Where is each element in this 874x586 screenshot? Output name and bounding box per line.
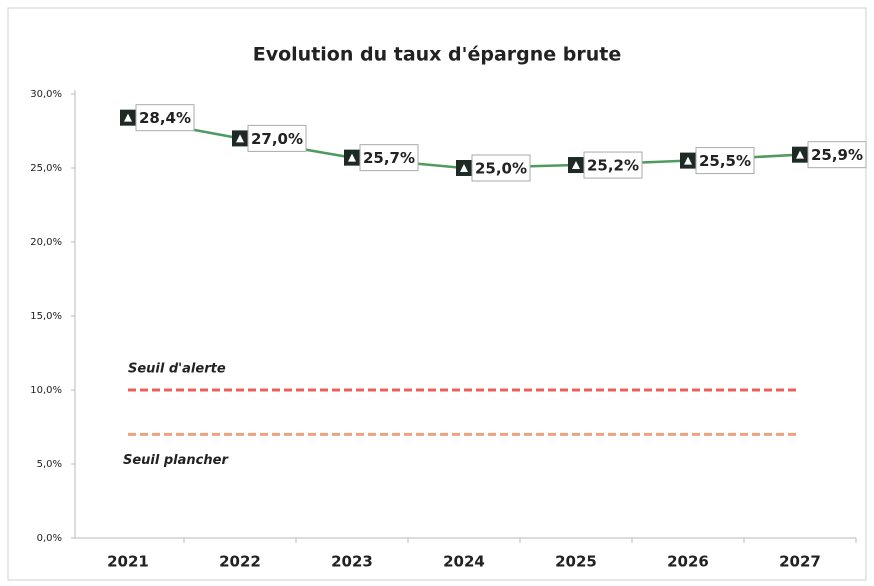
value-label-box <box>807 141 867 169</box>
point-icon <box>236 134 244 143</box>
point-icon <box>460 164 468 172</box>
x-tick-label: 2022 <box>219 553 261 571</box>
point-icon <box>124 113 132 122</box>
value-label: 25,9% <box>811 146 863 164</box>
point-icon <box>572 161 580 170</box>
y-tick-label: 25,0% <box>30 163 62 174</box>
reference-label: Seuil d'alerte <box>128 362 226 377</box>
x-tick-label: 2027 <box>779 553 821 571</box>
y-tick-label: 30,0% <box>30 89 62 100</box>
point-icon <box>796 150 804 159</box>
chart-title: Evolution du taux d'épargne brute <box>253 44 621 66</box>
y-tick-label: 0,0% <box>37 533 62 544</box>
y-tick-label: 15,0% <box>30 311 62 322</box>
value-label: 28,4% <box>139 109 191 127</box>
value-label: 25,7% <box>363 149 415 167</box>
value-label: 25,5% <box>699 152 751 170</box>
x-tick-label: 2021 <box>107 553 149 571</box>
value-label-box <box>695 147 755 175</box>
x-tick-label: 2024 <box>443 553 485 571</box>
value-label-box <box>471 154 531 182</box>
value-label: 25,2% <box>587 157 639 175</box>
value-label-box <box>583 151 643 179</box>
point-icon <box>684 156 692 165</box>
value-label: 27,0% <box>251 130 303 148</box>
x-tick-label: 2023 <box>331 553 373 571</box>
value-label-box <box>247 124 307 152</box>
x-tick-label: 2025 <box>555 553 597 571</box>
value-label: 25,0% <box>475 160 527 178</box>
value-label-box <box>359 144 419 172</box>
y-tick-label: 5,0% <box>37 459 62 470</box>
value-label-box <box>135 104 195 132</box>
reference-label: Seuil plancher <box>123 453 229 468</box>
point-icon <box>348 153 356 162</box>
x-tick-label: 2026 <box>667 553 709 571</box>
y-tick-label: 10,0% <box>30 385 62 396</box>
y-tick-label: 20,0% <box>30 237 62 248</box>
chart-border <box>7 7 867 581</box>
